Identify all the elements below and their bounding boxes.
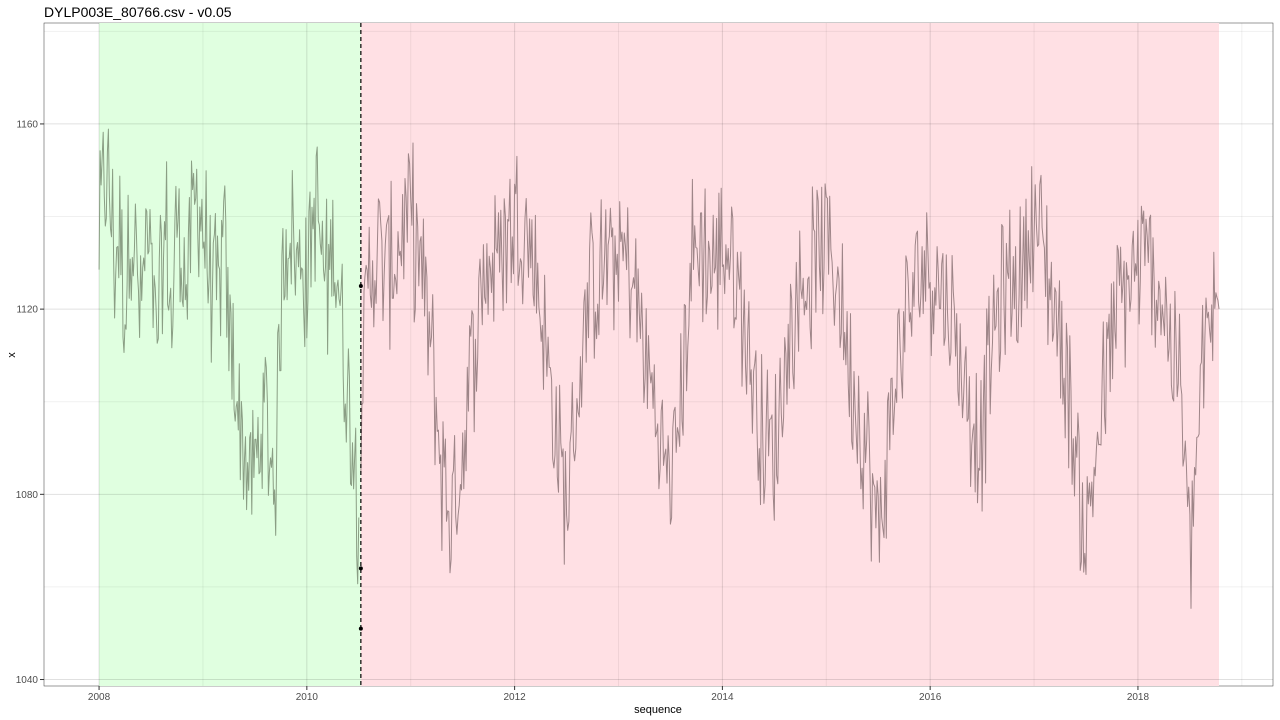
changepoint-group — [358, 23, 363, 686]
major-grid-group — [44, 23, 1273, 686]
x-tick-label: 2012 — [503, 692, 526, 703]
axes-group: 2008 2010 2012 2014 2016 2018 1040 1080 1120 1160 — [16, 119, 1150, 703]
region-0 — [99, 23, 361, 686]
region-group — [99, 23, 1219, 686]
y-tick-label: 1120 — [16, 305, 38, 316]
series-line-1 — [360, 142, 1220, 609]
x-tick-label: 2016 — [919, 692, 942, 703]
changepoint-marker — [358, 566, 363, 571]
y-axis-title: x — [6, 352, 18, 358]
series-group — [98, 128, 1220, 609]
x-tick-label: 2018 — [1127, 692, 1150, 703]
chart-title: DYLP003E_80766.csv - v0.05 — [44, 4, 232, 20]
x-tick-label: 2014 — [711, 692, 734, 703]
x-axis-title: sequence — [634, 704, 682, 716]
x-tick-label: 2010 — [296, 692, 319, 703]
y-tick-label: 1040 — [16, 675, 39, 686]
series-line-0 — [98, 128, 360, 585]
minor-grid-group — [44, 23, 1273, 686]
y-tick-label: 1080 — [16, 490, 39, 501]
changepoint-marker — [358, 283, 363, 288]
x-tick-label: 2008 — [88, 692, 111, 703]
y-tick-label: 1160 — [16, 119, 38, 130]
changepoint-marker — [358, 626, 363, 631]
